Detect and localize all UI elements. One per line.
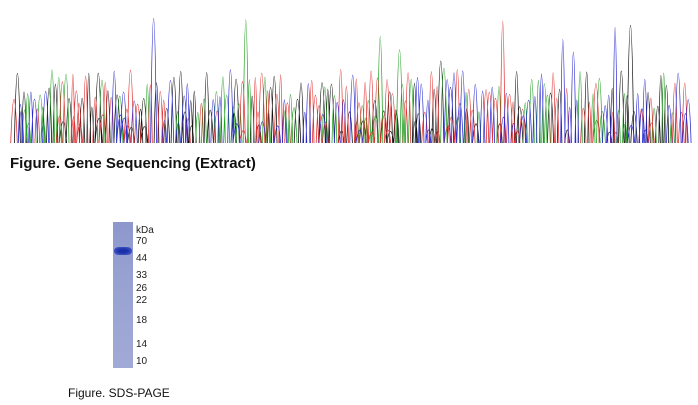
- figure-caption: Figure. Gene Sequencing (Extract): [10, 155, 256, 172]
- protein-band: [114, 247, 132, 255]
- unit-label: kDa: [136, 225, 154, 236]
- figure-caption: Figure. SDS-PAGE: [68, 386, 170, 400]
- gel-lane: [113, 222, 133, 368]
- marker-label: 26: [136, 283, 148, 294]
- chromatogram: [10, 18, 692, 144]
- marker-label: 10: [136, 356, 148, 367]
- marker-label: 33: [136, 270, 148, 281]
- marker-label: 14: [136, 339, 148, 350]
- marker-label: 18: [136, 315, 148, 326]
- marker-label: 44: [136, 253, 148, 264]
- trace: [10, 21, 688, 144]
- marker-label: 70: [136, 236, 148, 247]
- marker-label: 22: [136, 295, 148, 306]
- trace: [17, 18, 692, 144]
